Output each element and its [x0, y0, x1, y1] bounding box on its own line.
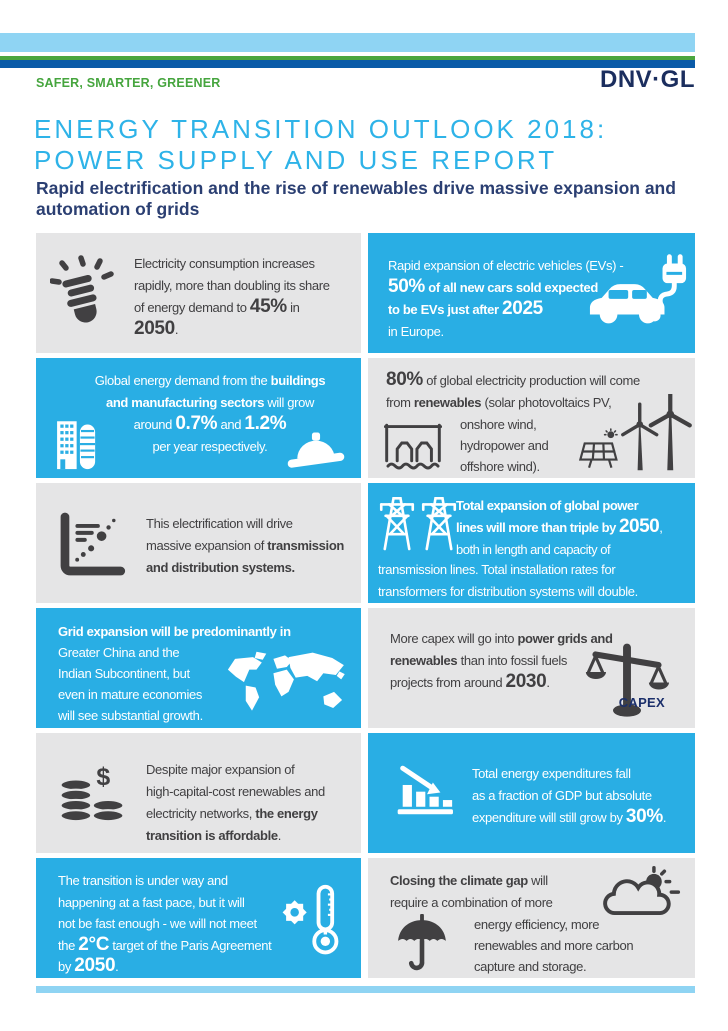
buildings-icon: [56, 416, 106, 470]
declining-bar-chart-icon: [396, 763, 458, 817]
fact-card-grid: Electricity consumption increases rapidl…: [36, 233, 695, 978]
fact-text: 80% of global electricity production wil…: [386, 369, 640, 410]
card-renewables-share: 80% of global electricity production wil…: [368, 358, 695, 478]
top-green-bar: [0, 56, 695, 60]
fact-text: Electricity consumption increases rapidl…: [134, 256, 330, 339]
transmission-towers-icon: [376, 491, 460, 551]
scatter-chart-icon: [58, 511, 126, 577]
card-energy-expenditure: Total energy expenditures fall as a frac…: [368, 733, 695, 853]
wind-turbines-icon: [617, 390, 693, 472]
world-map-icon: [213, 650, 357, 716]
fact-text: Grid expansion will be predominantly in …: [58, 624, 291, 723]
brand-tagline: SAFER, SMARTER, GREENER: [36, 76, 221, 90]
hard-hat-icon: [285, 426, 347, 470]
card-capex-shift: More capex will go into power grids and …: [368, 608, 695, 728]
page-title-line2: POWER SUPPLY AND USE REPORT: [34, 145, 558, 175]
fact-text-continued: energy efficiency, more renewables and m…: [474, 917, 634, 974]
fact-text: Total expansion of global power lines wi…: [456, 498, 663, 557]
card-paris-agreement: The transition is under way and happenin…: [36, 858, 361, 978]
page-title-line1: ENERGY TRANSITION OUTLOOK 2018:: [34, 114, 608, 144]
fact-text: The transition is under way and happenin…: [58, 873, 272, 976]
hydro-dam-icon: [383, 420, 443, 470]
card-electric-vehicles: Rapid expansion of electric vehicles (EV…: [368, 233, 695, 353]
fact-text-continued: transmission lines. Total installation r…: [378, 562, 638, 599]
card-buildings-manufacturing: Global energy demand from the buildings …: [36, 358, 361, 478]
fact-text: Rapid expansion of electric vehicles (EV…: [388, 258, 624, 339]
fact-text: Despite major expansion of high-capital-…: [146, 762, 325, 843]
cfl-bulb-icon: [49, 255, 114, 329]
bottom-light-blue-bar: [36, 986, 695, 993]
capex-scales-icon: [585, 638, 669, 720]
card-grid-expansion-regions: Grid expansion will be predominantly in …: [36, 608, 361, 728]
money-coins-icon: $: [54, 763, 130, 823]
page-subtitle: Rapid electrification and the rise of re…: [36, 178, 676, 219]
fact-text: This electrification will drive massive …: [146, 516, 344, 575]
card-affordable-transition: $ Despite major expansion of high-capita…: [36, 733, 361, 853]
electric-car-plug-icon: [587, 253, 689, 329]
svg-text:$: $: [96, 763, 110, 791]
card-power-lines-expansion: Total expansion of global power lines wi…: [368, 483, 695, 603]
fact-text: Closing the climate gap will require a c…: [390, 873, 553, 910]
capex-label: CAPEX: [618, 695, 665, 710]
solar-panel-icon: [576, 428, 622, 470]
fact-text: More capex will go into power grids and …: [390, 631, 613, 692]
fact-text-continued: onshore wind, hydropower and offshore wi…: [460, 417, 549, 474]
fact-text: Global energy demand from the buildings …: [94, 373, 326, 454]
top-navy-bar: [0, 60, 695, 68]
page-title: ENERGY TRANSITION OUTLOOK 2018: POWER SU…: [34, 114, 607, 176]
cloud-sun-icon: [599, 866, 681, 920]
card-electricity-consumption: Electricity consumption increases rapidl…: [36, 233, 361, 353]
top-light-blue-bar: [0, 33, 695, 52]
dnv-gl-logo: DNV·GL: [600, 66, 695, 93]
card-climate-gap: Closing the climate gap will require a c…: [368, 858, 695, 978]
card-transmission-distribution: This electrification will drive massive …: [36, 483, 361, 603]
umbrella-icon: [394, 913, 450, 974]
fact-text: Total energy expenditures fall as a frac…: [472, 766, 667, 827]
thermometer-gear-icon: [281, 882, 339, 958]
